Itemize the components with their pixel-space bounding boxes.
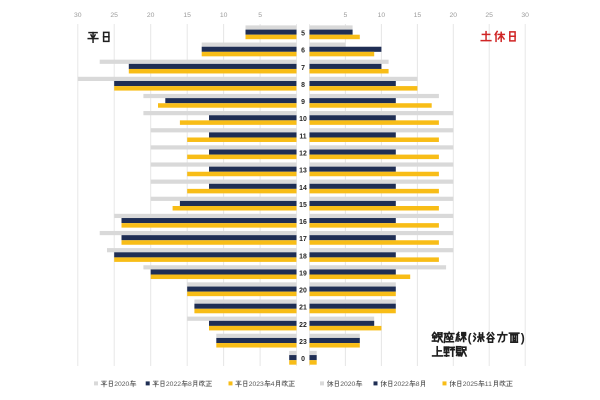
svg-text:10: 10 (299, 116, 307, 123)
svg-text:7: 7 (301, 65, 305, 72)
svg-text:10: 10 (220, 12, 228, 19)
svg-text:2025: 2025 (463, 381, 478, 388)
svg-text:5: 5 (344, 12, 348, 19)
svg-text:6: 6 (301, 48, 305, 55)
svg-text:20: 20 (147, 12, 155, 19)
svg-text:11: 11 (299, 133, 306, 140)
svg-text:2023: 2023 (249, 381, 264, 388)
svg-text:15: 15 (299, 202, 307, 209)
svg-text:): ) (521, 331, 525, 345)
svg-text:25: 25 (485, 12, 493, 19)
svg-text:5: 5 (301, 31, 305, 38)
svg-text:15: 15 (183, 12, 191, 19)
svg-text:2022: 2022 (166, 381, 181, 388)
svg-text:5: 5 (258, 12, 262, 19)
svg-text:30: 30 (74, 12, 82, 19)
svg-text:2020: 2020 (340, 381, 355, 388)
svg-text:(: ( (468, 331, 472, 345)
svg-text:13: 13 (299, 168, 307, 175)
svg-text:4: 4 (271, 381, 275, 388)
svg-text:20: 20 (299, 288, 307, 295)
svg-text:15: 15 (414, 12, 422, 19)
svg-text:14: 14 (299, 185, 307, 192)
svg-text:2020: 2020 (114, 381, 129, 388)
svg-text:11: 11 (485, 381, 492, 388)
svg-text:21: 21 (299, 305, 307, 312)
svg-text:25: 25 (110, 12, 118, 19)
svg-text:8: 8 (188, 381, 192, 388)
svg-text:10: 10 (378, 12, 386, 19)
svg-text:2022: 2022 (394, 381, 409, 388)
svg-text:19: 19 (299, 270, 307, 277)
svg-text:17: 17 (299, 236, 307, 243)
svg-text:12: 12 (299, 151, 307, 158)
svg-text:0: 0 (301, 356, 305, 363)
svg-text:8: 8 (301, 82, 305, 89)
svg-text:8: 8 (416, 381, 420, 388)
svg-text:23: 23 (299, 339, 307, 346)
svg-text:18: 18 (299, 253, 307, 260)
svg-text:20: 20 (450, 12, 458, 19)
svg-text:30: 30 (521, 12, 529, 19)
svg-text:22: 22 (299, 322, 307, 329)
svg-text:9: 9 (301, 99, 305, 106)
svg-text:16: 16 (299, 219, 307, 226)
